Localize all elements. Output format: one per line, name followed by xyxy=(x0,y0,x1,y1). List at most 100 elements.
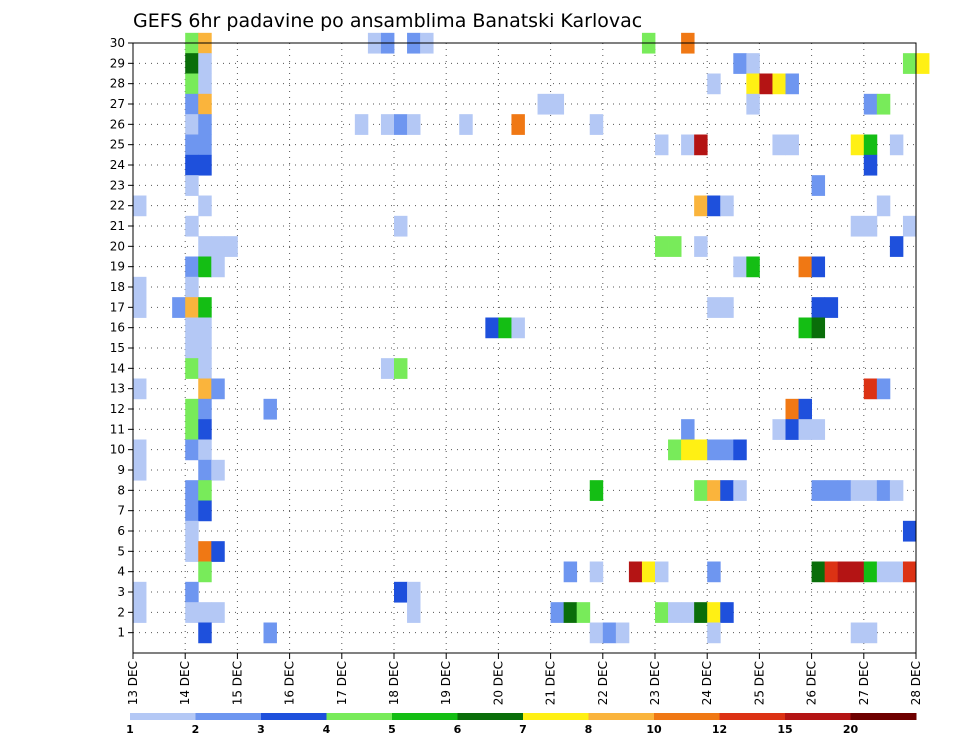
colorbar-swatch xyxy=(130,713,196,720)
precip-cell xyxy=(707,622,721,644)
precip-cell xyxy=(707,480,721,501)
precip-cell xyxy=(198,337,212,359)
precip-cell xyxy=(133,581,147,603)
colorbar-tick-label: 10 xyxy=(646,723,662,736)
y-tick-label: 20 xyxy=(110,239,125,253)
precip-cell xyxy=(746,256,760,278)
precip-cell xyxy=(681,602,695,623)
precip-cell xyxy=(785,73,799,95)
precip-cell xyxy=(224,236,238,257)
x-tick-label: 17 DEC xyxy=(335,661,349,705)
precip-cell xyxy=(655,236,669,257)
precip-cell xyxy=(707,602,721,623)
y-tick-label: 18 xyxy=(110,280,125,294)
precip-cell xyxy=(198,602,212,623)
precip-cell xyxy=(185,114,199,135)
colorbar-tick-label: 2 xyxy=(192,723,200,736)
precip-cell xyxy=(198,134,212,156)
precip-cell xyxy=(198,73,212,95)
x-tick-label: 25 DEC xyxy=(752,661,766,705)
precip-cell xyxy=(811,419,826,440)
precip-cell xyxy=(263,398,277,420)
precip-cell xyxy=(394,581,408,603)
precip-cell xyxy=(707,73,721,95)
x-tick-label: 20 DEC xyxy=(491,661,505,705)
precip-cell xyxy=(198,93,212,115)
precip-cell xyxy=(850,561,865,583)
colorbar-swatch xyxy=(195,713,262,720)
precip-cell xyxy=(185,358,199,379)
precip-cell xyxy=(602,622,617,644)
precip-cell xyxy=(185,581,199,603)
precip-cell xyxy=(563,561,578,583)
y-tick-label: 22 xyxy=(110,199,125,213)
precip-cell xyxy=(707,297,721,318)
precip-cell xyxy=(589,622,604,644)
precip-cell xyxy=(133,378,147,400)
precip-cell xyxy=(185,215,199,237)
precip-cell xyxy=(694,602,708,623)
y-tick-label: 4 xyxy=(117,565,125,579)
colorbar-swatch xyxy=(719,713,786,720)
precip-cell xyxy=(876,378,891,400)
precip-cell xyxy=(198,154,212,176)
precip-cell xyxy=(198,114,212,135)
colorbar-tick-label: 5 xyxy=(388,723,396,736)
x-tick-label: 22 DEC xyxy=(596,661,610,705)
precip-cell xyxy=(811,317,826,339)
precip-cell xyxy=(185,317,199,339)
precip-cell xyxy=(694,236,708,257)
precip-cell xyxy=(720,297,734,318)
colorbar-swatch xyxy=(588,713,655,720)
precip-cell xyxy=(198,256,212,278)
precip-cell xyxy=(198,480,212,501)
precip-cell xyxy=(185,500,199,522)
precip-cell xyxy=(668,236,682,257)
y-tick-label: 8 xyxy=(117,483,125,497)
precip-cell xyxy=(876,195,891,217)
y-tick-label: 9 xyxy=(117,463,125,477)
colorbar-tick-label: 7 xyxy=(519,723,527,736)
precip-cell xyxy=(798,317,812,339)
precip-cell xyxy=(198,541,212,562)
precip-cell xyxy=(394,358,408,379)
precip-cell xyxy=(863,154,878,176)
precip-cell xyxy=(198,195,212,217)
y-tick-label: 1 xyxy=(117,626,125,640)
precip-cell xyxy=(380,358,395,379)
precip-cell xyxy=(668,439,682,461)
y-tick-label: 6 xyxy=(117,524,125,538)
y-axis-ticks: 1234567891011121314151617181920212223242… xyxy=(110,36,133,640)
precip-cells xyxy=(133,32,930,644)
precip-cell xyxy=(863,93,878,115)
precip-cell xyxy=(824,561,839,583)
chart-title: GEFS 6hr padavine po ansamblima Banatski… xyxy=(133,10,642,32)
precip-cell xyxy=(641,561,656,583)
precip-cell xyxy=(720,480,734,501)
precip-cell xyxy=(759,73,773,95)
y-tick-label: 27 xyxy=(110,97,125,111)
x-tick-label: 18 DEC xyxy=(387,661,401,705)
precip-cell xyxy=(185,541,199,562)
precip-cell xyxy=(394,114,408,135)
x-tick-label: 23 DEC xyxy=(648,661,662,705)
precip-cell xyxy=(133,195,147,217)
precip-cell xyxy=(198,459,212,481)
precip-cell xyxy=(511,114,525,135)
precip-cell xyxy=(876,561,891,583)
precip-cell xyxy=(746,73,760,95)
precip-cell xyxy=(589,561,604,583)
colorbar-swatch xyxy=(654,713,720,720)
precip-cell xyxy=(889,236,904,257)
precip-cell xyxy=(863,480,878,501)
precip-cell xyxy=(394,215,408,237)
precip-cell xyxy=(185,419,199,440)
precip-cell xyxy=(459,114,473,135)
precip-cell xyxy=(537,93,551,115)
x-tick-label: 13 DEC xyxy=(126,661,140,705)
colorbar-tick-label: 3 xyxy=(257,723,265,736)
precip-cell xyxy=(772,134,786,156)
x-tick-label: 19 DEC xyxy=(439,661,453,705)
colorbar-swatch xyxy=(785,713,851,720)
y-tick-label: 14 xyxy=(110,361,125,375)
